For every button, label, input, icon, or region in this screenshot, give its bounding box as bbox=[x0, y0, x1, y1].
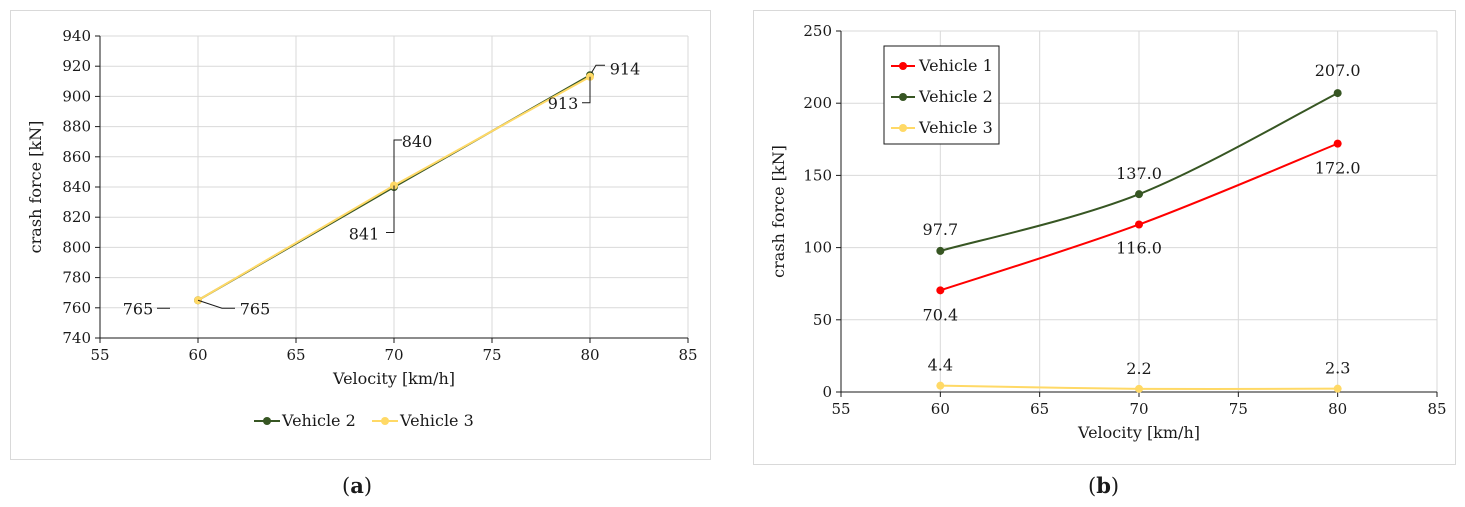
y-tick-label: 860 bbox=[62, 148, 91, 166]
data-label: 2.3 bbox=[1325, 359, 1350, 378]
y-tick-label: 760 bbox=[62, 299, 91, 317]
x-axis-title: Velocity [km/h] bbox=[1077, 423, 1200, 442]
x-tick-label: 60 bbox=[931, 400, 950, 418]
x-tick-label: 80 bbox=[1328, 400, 1347, 418]
data-label: 97.7 bbox=[923, 220, 959, 239]
chart-panel-b: 55 60 65 70 75 80 85 0 50 100 150 200 250 Velocity [k… bbox=[753, 10, 1456, 465]
legend-label-vehicle-2: Vehicle 2 bbox=[281, 411, 356, 430]
y-tick-label: 880 bbox=[62, 118, 91, 136]
y-tick-label: 840 bbox=[62, 178, 91, 196]
y-tick-label: 940 bbox=[62, 27, 91, 45]
legend-label-vehicle-3: Vehicle 3 bbox=[918, 118, 993, 137]
leader-line bbox=[582, 76, 591, 104]
y-tick-label: 50 bbox=[813, 311, 832, 329]
legend-label-vehicle-1: Vehicle 1 bbox=[918, 56, 993, 75]
data-label: 70.4 bbox=[923, 305, 959, 324]
data-label: 841 bbox=[349, 224, 380, 243]
legend-marker-vehicle-1 bbox=[899, 62, 907, 70]
data-point-vehicle-3 bbox=[1135, 384, 1143, 393]
legend-label-vehicle-3: Vehicle 3 bbox=[399, 411, 474, 430]
x-tick-label: 80 bbox=[580, 346, 599, 364]
legend-marker-vehicle-3 bbox=[381, 417, 389, 425]
y-tick-label: 920 bbox=[62, 57, 91, 75]
data-point-vehicle-3 bbox=[1333, 384, 1342, 393]
x-tick-label: 75 bbox=[1229, 400, 1248, 418]
y-tick-label: 820 bbox=[62, 208, 91, 226]
data-point-vehicle-2 bbox=[936, 246, 945, 255]
data-label: 116.0 bbox=[1116, 238, 1162, 257]
y-tick-label: 800 bbox=[62, 238, 91, 256]
legend-marker-vehicle-2 bbox=[263, 417, 271, 425]
data-label: 840 bbox=[402, 132, 433, 151]
leader-line bbox=[386, 185, 395, 233]
x-tick-label: 65 bbox=[286, 346, 305, 364]
x-tick-label: 60 bbox=[188, 346, 207, 364]
x-axis-title: Velocity [km/h] bbox=[332, 369, 455, 388]
x-tick-label: 75 bbox=[482, 346, 501, 364]
data-point-vehicle-2 bbox=[1333, 89, 1342, 98]
data-label: 172.0 bbox=[1315, 159, 1361, 178]
panel-label-b: (b) bbox=[1088, 473, 1120, 498]
y-tick-label: 740 bbox=[62, 329, 91, 347]
y-tick-label: 250 bbox=[803, 22, 832, 40]
x-tick-label: 85 bbox=[1427, 400, 1446, 418]
y-tick-label: 200 bbox=[803, 94, 832, 112]
y-tick-label: 900 bbox=[62, 87, 91, 105]
x-tick-label: 55 bbox=[90, 346, 109, 364]
x-tick-label: 85 bbox=[678, 346, 697, 364]
y-tick-label: 150 bbox=[803, 166, 832, 184]
data-label: 765 bbox=[123, 299, 154, 318]
chart-b-svg: 55 60 65 70 75 80 85 0 50 100 150 200 250 Velocity [k… bbox=[769, 22, 1447, 442]
chart-panel-a: 55 60 65 70 75 80 85 740 760 780 800 820 840 860 880 90… bbox=[10, 10, 711, 460]
legend-label-vehicle-2: Vehicle 2 bbox=[918, 87, 993, 106]
leader-line bbox=[393, 139, 402, 187]
x-tick-label: 55 bbox=[831, 400, 850, 418]
panel-label-a: (a) bbox=[342, 473, 373, 498]
y-tick-label: 0 bbox=[822, 383, 832, 401]
chart-a-svg: 55 60 65 70 75 80 85 740 760 780 800 820 840 860 880 90… bbox=[26, 27, 698, 430]
data-label: 765 bbox=[240, 299, 271, 318]
x-tick-label: 65 bbox=[1030, 400, 1049, 418]
y-tick-label: 100 bbox=[803, 239, 832, 257]
data-label: 207.0 bbox=[1315, 61, 1361, 80]
leader-line bbox=[197, 299, 235, 309]
data-label: 137.0 bbox=[1116, 164, 1162, 183]
y-axis-title: crash force [kN] bbox=[26, 121, 45, 254]
data-point-vehicle-1 bbox=[936, 286, 945, 295]
data-point-vehicle-1 bbox=[1333, 139, 1342, 148]
data-label: 914 bbox=[610, 59, 641, 78]
y-tick-label: 780 bbox=[62, 269, 91, 287]
data-label: 4.4 bbox=[928, 356, 953, 375]
x-tick-label: 70 bbox=[384, 346, 403, 364]
data-point-vehicle-2 bbox=[1135, 190, 1143, 199]
legend-marker-vehicle-2 bbox=[899, 93, 907, 101]
data-label: 913 bbox=[548, 94, 579, 113]
legend-marker-vehicle-3 bbox=[899, 124, 907, 132]
data-point-vehicle-3 bbox=[936, 381, 945, 390]
leader-line bbox=[589, 64, 605, 76]
data-label: 2.2 bbox=[1126, 359, 1151, 378]
x-tick-label: 70 bbox=[1129, 400, 1148, 418]
data-point-vehicle-1 bbox=[1135, 220, 1143, 229]
y-axis-title: crash force [kN] bbox=[769, 145, 788, 278]
